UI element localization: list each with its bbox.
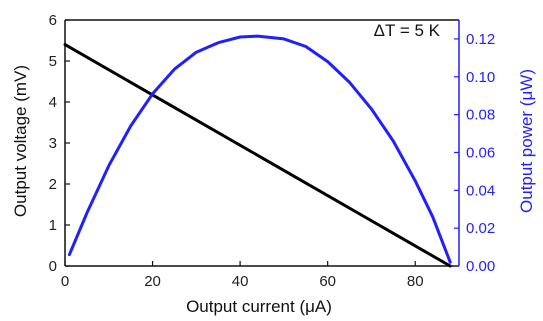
delta-t-annotation: ΔT = 5 K bbox=[374, 21, 441, 40]
left-axis-ticks: 0 1 2 3 4 5 6 bbox=[49, 12, 70, 275]
x-axis-label: Output current (μA) bbox=[186, 297, 332, 316]
bottom-tick-label: 40 bbox=[232, 273, 249, 290]
bottom-tick-label: 80 bbox=[407, 273, 424, 290]
right-tick-label: 0.02 bbox=[466, 220, 495, 237]
left-tick-label: 2 bbox=[49, 176, 57, 193]
right-tick-label: 0.06 bbox=[466, 144, 495, 161]
right-tick-label: 0.08 bbox=[466, 107, 495, 124]
plot-frame bbox=[64, 19, 460, 267]
right-tick-label: 0.12 bbox=[466, 31, 495, 48]
bottom-tick-label: 20 bbox=[144, 273, 161, 290]
right-tick-label: 0.00 bbox=[466, 258, 495, 275]
left-y-axis-label: Output voltage (mV) bbox=[11, 65, 30, 217]
bottom-axis-ticks: 0 20 40 60 80 bbox=[61, 261, 424, 290]
right-tick-label: 0.10 bbox=[466, 69, 495, 86]
left-tick-label: 4 bbox=[49, 94, 57, 111]
left-tick-label: 3 bbox=[49, 135, 57, 152]
left-tick-label: 1 bbox=[49, 217, 57, 234]
left-tick-label: 6 bbox=[49, 12, 57, 29]
left-tick-label: 5 bbox=[49, 53, 57, 70]
bottom-tick-label: 60 bbox=[319, 273, 336, 290]
bottom-tick-label: 0 bbox=[61, 273, 69, 290]
voltage-series-line bbox=[63, 43, 452, 268]
right-tick-label: 0.04 bbox=[466, 182, 495, 199]
right-axis-ticks: 0.00 0.02 0.04 0.06 0.08 0.10 0.12 bbox=[454, 31, 495, 275]
left-tick-label: 0 bbox=[49, 258, 57, 275]
series-layer bbox=[63, 34, 452, 268]
power-series-line bbox=[67, 34, 452, 264]
right-y-axis-label: Output power (μW) bbox=[517, 69, 536, 213]
